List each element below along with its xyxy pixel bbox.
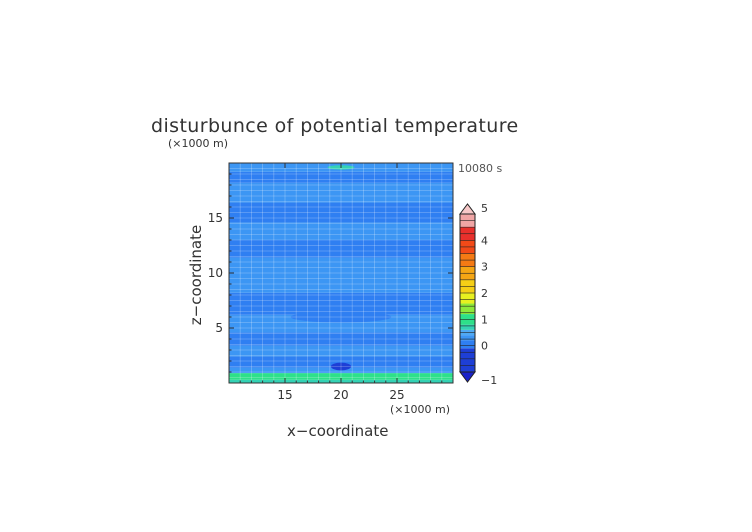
field-band-2 bbox=[229, 367, 453, 374]
field-band-3 bbox=[229, 356, 453, 368]
z-tick-label: 5 bbox=[215, 321, 223, 335]
z-axis-unit: (×1000 m) bbox=[168, 137, 229, 150]
colorbar-level-2 bbox=[460, 335, 475, 341]
colorbar-tick-label: 2 bbox=[481, 287, 488, 300]
field-feature-3 bbox=[279, 259, 403, 287]
field-band-7 bbox=[229, 292, 453, 315]
x-tick-label: 15 bbox=[277, 388, 292, 402]
colorbar-level-1 bbox=[460, 340, 475, 349]
colorbar-under-triangle bbox=[459, 371, 476, 383]
z-tick-label: 15 bbox=[208, 211, 223, 225]
field-band-10 bbox=[229, 222, 453, 240]
colorbar-level-7 bbox=[460, 293, 475, 304]
x-axis-unit: (×1000 m) bbox=[390, 403, 451, 416]
field-band-4 bbox=[229, 345, 453, 357]
colorbar-over-triangle bbox=[459, 203, 476, 215]
colorbar-level-4 bbox=[460, 324, 475, 330]
colorbar-tick-label: 1 bbox=[481, 313, 488, 326]
x-tick-label: 25 bbox=[389, 388, 404, 402]
colorbar-tick-label: 4 bbox=[481, 234, 488, 247]
x-axis-title: x−coordinate bbox=[287, 422, 389, 440]
field-band-1 bbox=[229, 373, 453, 380]
grid-lines bbox=[229, 163, 453, 383]
field-band-12 bbox=[229, 182, 453, 203]
field-feature-1 bbox=[332, 175, 350, 182]
field-feature-0 bbox=[330, 362, 352, 371]
field-band-11 bbox=[229, 202, 453, 223]
colorbar-tick-label: 3 bbox=[481, 261, 488, 274]
colorbar-level-0 bbox=[460, 348, 475, 372]
x-tick-label: 20 bbox=[333, 388, 348, 402]
colorbar-tick-label: 5 bbox=[481, 202, 488, 215]
time-label: 10080 s bbox=[458, 162, 503, 175]
z-tick-label: 10 bbox=[208, 266, 223, 280]
colorbar-tick-label: 0 bbox=[481, 340, 488, 353]
contour-field bbox=[229, 163, 453, 383]
chart-title: disturbunce of potential temperature bbox=[151, 115, 519, 137]
field-feature-4 bbox=[290, 311, 392, 323]
field-band-5 bbox=[229, 332, 453, 346]
colorbar-tick-label: −1 bbox=[481, 374, 497, 387]
colorbar: 5 4 3 2 1 0 −1 bbox=[459, 202, 497, 387]
field-band-6 bbox=[229, 314, 453, 333]
field-band-9 bbox=[229, 240, 453, 258]
colorbar-level-6 bbox=[460, 303, 475, 315]
axes: 15 20 25 5 10 15 bbox=[208, 163, 453, 402]
